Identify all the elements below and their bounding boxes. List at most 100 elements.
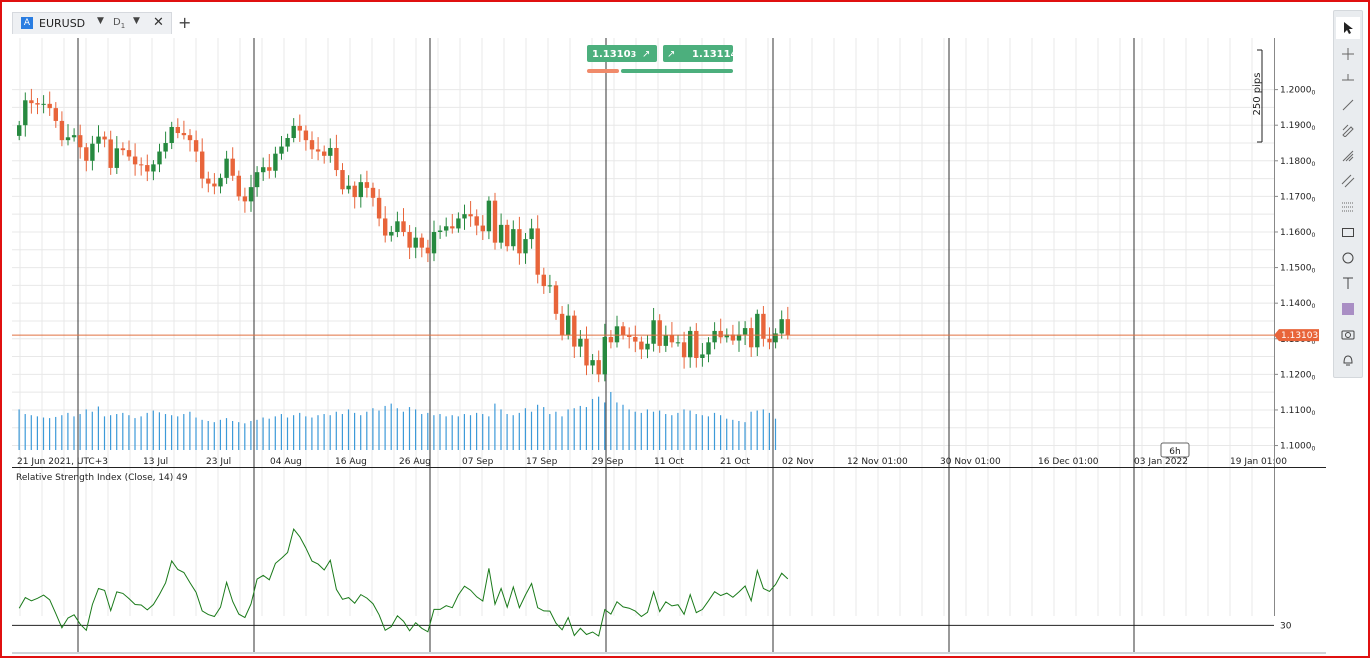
sell-button[interactable]: 1.13103 ↗: [587, 45, 657, 62]
volume-bar: [482, 414, 484, 450]
volume-bar: [598, 396, 600, 450]
candle-body: [620, 326, 626, 336]
candle-body: [517, 229, 522, 254]
price-tick-label: 1.18000: [1280, 157, 1316, 168]
volume-bar: [537, 404, 539, 450]
volume-bar: [762, 409, 764, 450]
price-tick-suffix: 0: [1312, 446, 1316, 453]
volume-bar: [646, 409, 648, 450]
candle-body: [84, 147, 89, 161]
close-icon[interactable]: ✕: [153, 15, 164, 30]
symbol-dropdown-icon[interactable]: ▼: [97, 16, 104, 26]
price-tick-label: 1.10000: [1280, 442, 1316, 453]
candle-body: [59, 120, 65, 141]
pencil-icon[interactable]: [1336, 119, 1360, 141]
candle-body: [535, 228, 540, 275]
fibonacci-icon[interactable]: [1336, 145, 1360, 167]
candle-body: [401, 221, 406, 232]
candle-body: [29, 100, 34, 104]
buy-button[interactable]: ↗ 1.13114: [663, 45, 737, 62]
drawing-toolbar: [1333, 10, 1363, 378]
candle-body: [285, 138, 290, 147]
volume-bar: [659, 410, 661, 450]
candle-body: [584, 338, 589, 366]
volume-bar: [750, 411, 752, 450]
candle-body: [35, 103, 40, 105]
volume-bar: [433, 415, 435, 450]
candle-body: [566, 315, 571, 336]
volume-bar: [543, 407, 545, 450]
volume-bar: [451, 415, 453, 450]
add-tab-icon[interactable]: +: [178, 13, 192, 32]
svg-text:1.13103: 1.13103: [592, 49, 636, 60]
volume-bar: [652, 411, 655, 450]
fib-levels-icon[interactable]: [1336, 196, 1360, 218]
volume-bar: [604, 402, 606, 450]
volume-bar: [116, 414, 118, 450]
candle-body: [53, 108, 58, 121]
candle-body: [431, 231, 437, 254]
volume-bar: [36, 416, 38, 450]
volume-bar: [79, 414, 81, 450]
horizontal-line-icon[interactable]: [1336, 68, 1360, 90]
sell-price-small: 3: [631, 50, 637, 59]
volume-bar: [250, 421, 252, 450]
volume-bar: [427, 412, 429, 450]
text-icon[interactable]: [1336, 272, 1360, 294]
volume-bar: [299, 412, 301, 450]
rectangle-icon[interactable]: [1336, 221, 1360, 243]
candle-body: [65, 137, 71, 141]
candle-body: [480, 225, 485, 232]
channel-icon[interactable]: [1336, 170, 1360, 192]
panel-separator: [12, 467, 1326, 468]
volume-bar: [524, 408, 526, 450]
volume-bar: [683, 409, 685, 450]
volume-bar: [634, 411, 636, 450]
trend-line-icon[interactable]: [1336, 94, 1360, 116]
rsi-title: Relative Strength Index (Close, 14) 49: [16, 473, 188, 483]
tab-eurusd[interactable]: A EURUSD ▼ D1 ▼ ✕: [12, 12, 172, 34]
volume-bar: [469, 415, 472, 450]
candle-body: [169, 126, 174, 143]
candle-body: [614, 326, 620, 343]
time-tick-label: 17 Sep: [526, 457, 558, 467]
candle-body: [212, 183, 217, 187]
volume-bar: [518, 412, 520, 450]
volume-bar: [146, 412, 148, 450]
ellipse-icon[interactable]: [1336, 247, 1360, 269]
candle-body: [529, 228, 534, 240]
volume-bar: [177, 416, 179, 450]
alert-bell-icon[interactable]: [1336, 349, 1360, 371]
candle-body: [785, 319, 790, 336]
price-tick-suffix: 0: [1312, 374, 1316, 381]
timeframe-label[interactable]: D1: [113, 17, 125, 30]
camera-icon[interactable]: [1336, 323, 1360, 345]
candle-body: [96, 136, 101, 144]
price-tick-suffix: 0: [1312, 232, 1316, 239]
volume-bar: [665, 414, 667, 450]
volume-bar: [256, 419, 258, 450]
volume-bar: [91, 411, 93, 450]
crosshair-icon[interactable]: [1336, 43, 1360, 65]
candle-body: [492, 200, 498, 243]
color-picker-icon[interactable]: [1336, 298, 1360, 320]
chart-svg[interactable]: 1.100001.110001.120001.130001.140001.150…: [12, 38, 1326, 654]
volume-bar: [171, 415, 173, 450]
volume-bar: [280, 414, 282, 450]
time-tick-label: 23 Jul: [206, 457, 231, 467]
cursor-icon[interactable]: [1336, 17, 1360, 39]
volume-bar: [354, 412, 356, 450]
volume-bar: [622, 404, 624, 450]
chart-area[interactable]: 1.100001.110001.120001.130001.140001.150…: [12, 38, 1326, 654]
volume-bar: [85, 409, 87, 450]
price-tick-label: 1.14000: [1280, 299, 1316, 310]
time-tick-label: 16 Aug: [335, 457, 367, 467]
volume-bar: [500, 409, 502, 450]
rsi-level-label: 30: [1280, 621, 1292, 631]
volume-bar: [244, 423, 246, 450]
volume-bar: [262, 417, 264, 450]
candle-body: [114, 148, 119, 168]
candle-body: [303, 130, 309, 141]
timeframe-dropdown-icon[interactable]: ▼: [133, 16, 140, 26]
